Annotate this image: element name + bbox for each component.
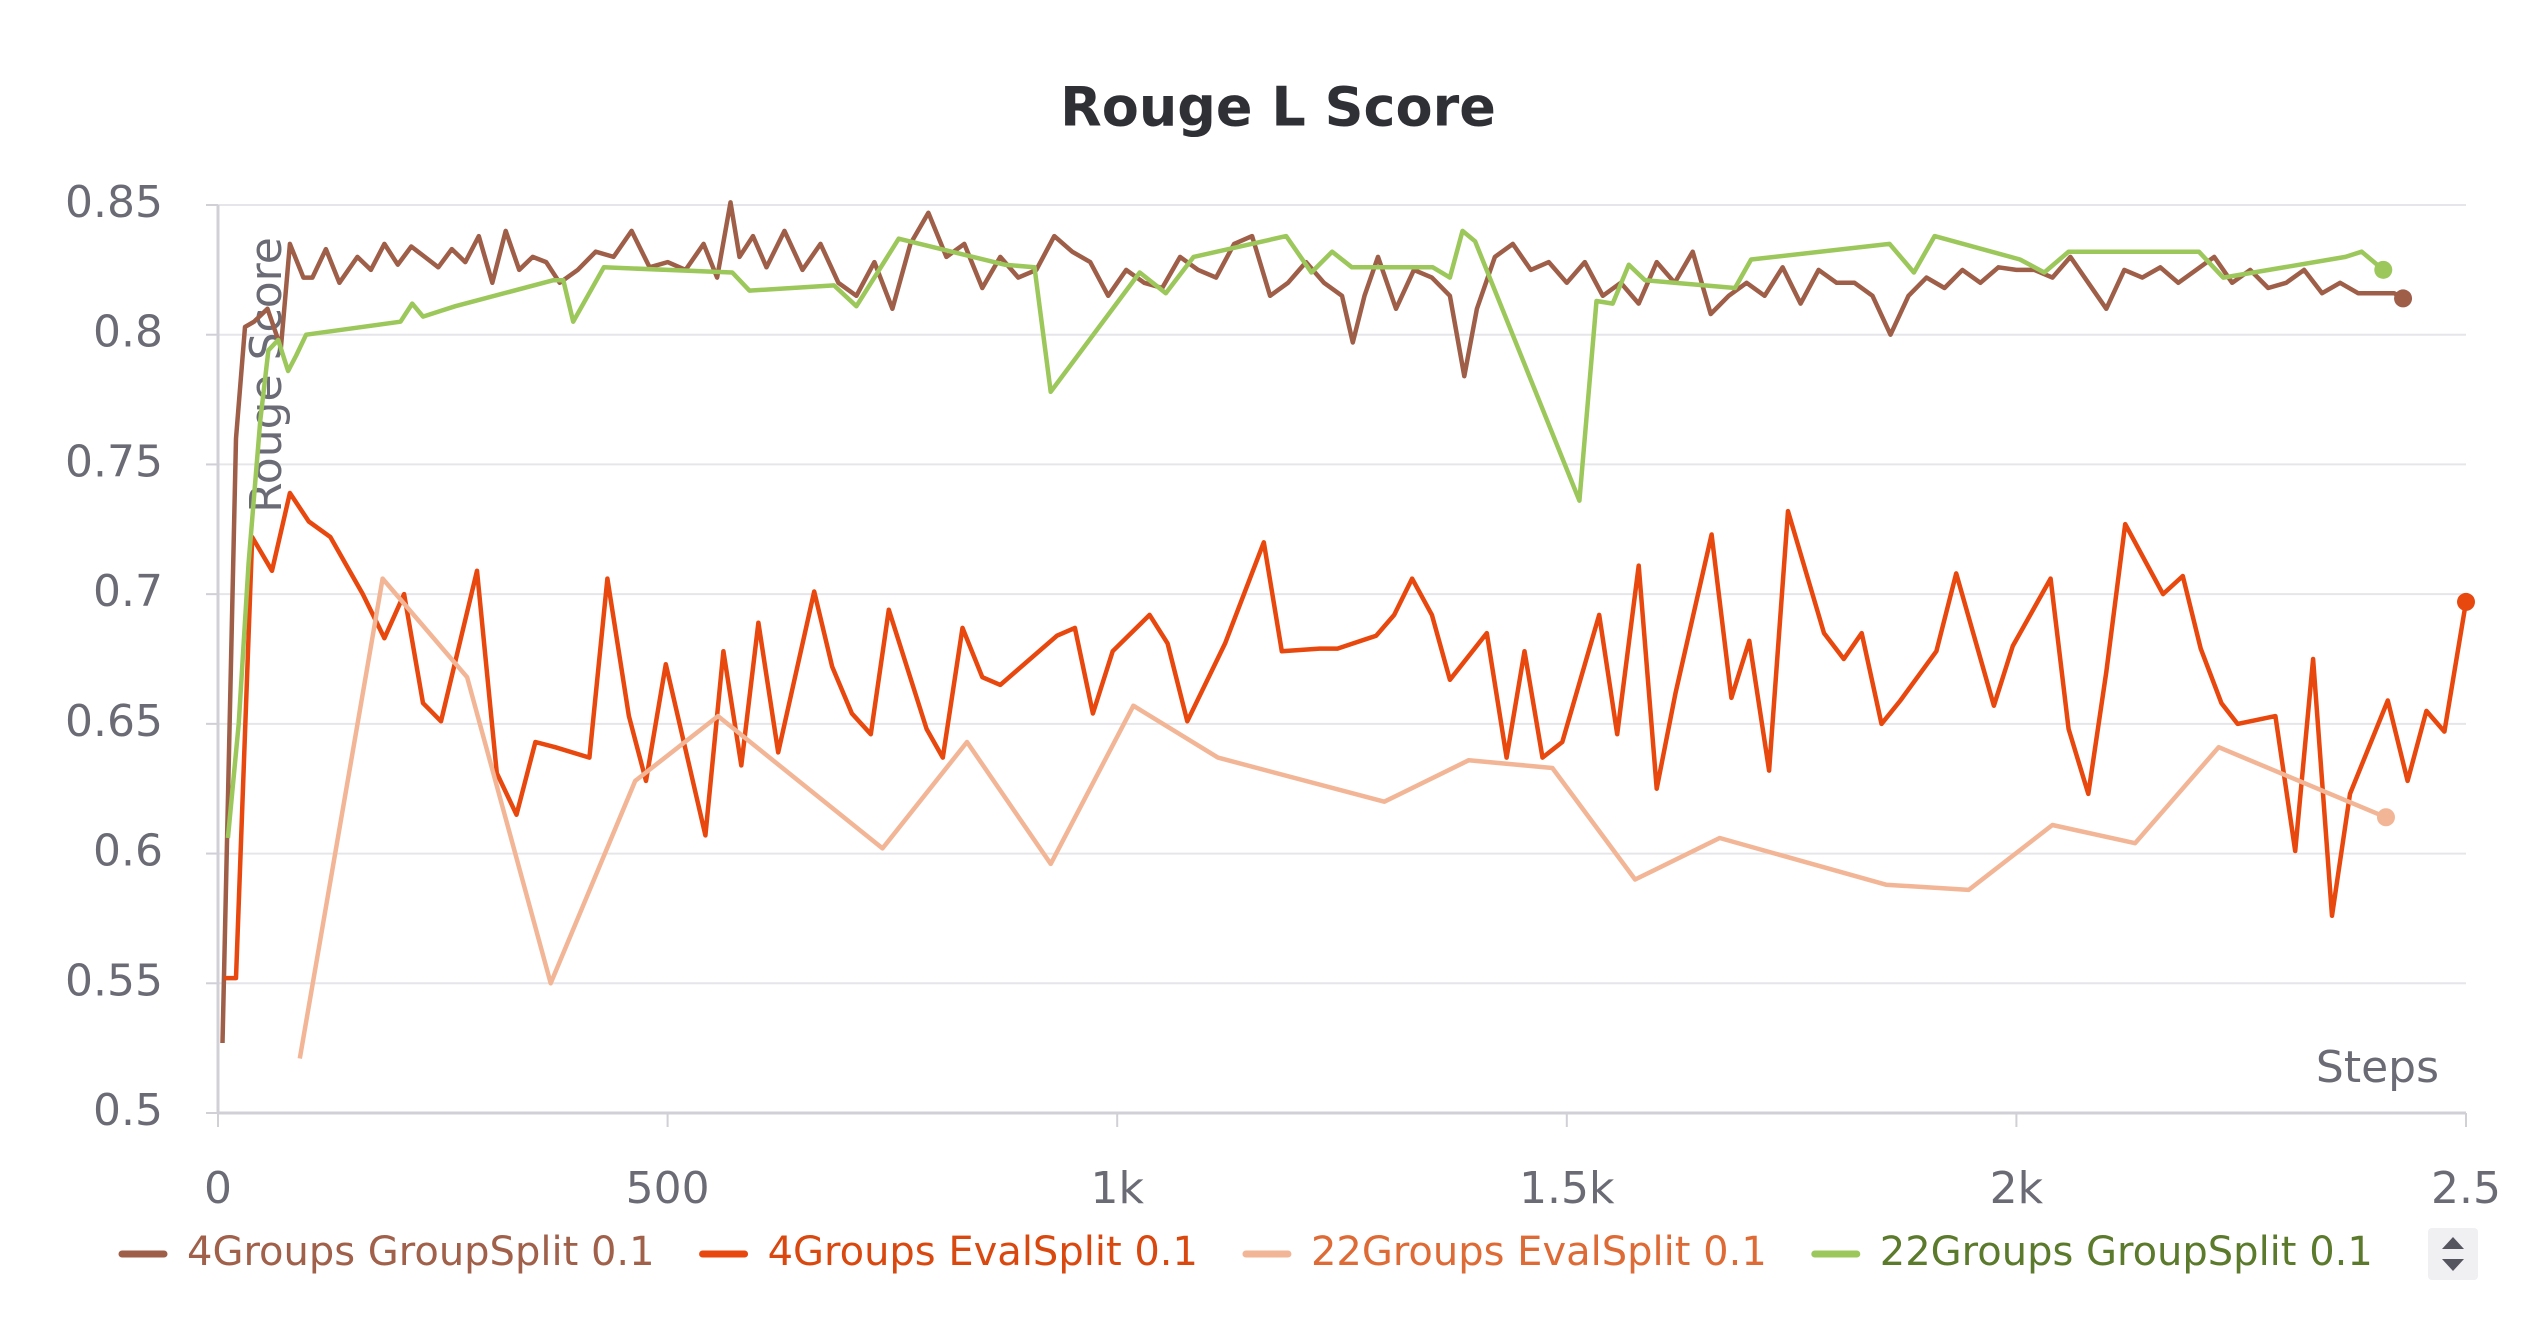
end-point (2376, 808, 2395, 827)
x-tick-label: 2.5 (2431, 1163, 2501, 1214)
legend-label: 22Groups GroupSplit 0.1 (1880, 1229, 2373, 1275)
end-point (2457, 592, 2475, 611)
legend-item: 4Groups GroupSplit 0.1 (118, 1229, 655, 1275)
x-tick-label: 0 (204, 1163, 232, 1214)
x-tick-label: 1k (1090, 1163, 1144, 1214)
y-tick-label: 0.65 (65, 696, 163, 747)
y-tick-label: 0.5 (93, 1085, 163, 1136)
legend-label: 4Groups EvalSplit 0.1 (768, 1229, 1198, 1275)
chart-title: Rouge L Score (1060, 76, 1496, 139)
scroll-box[interactable] (2428, 1228, 2478, 1280)
x-axis-label: Steps (2316, 1042, 2439, 1093)
legend-item: 22Groups GroupSplit 0.1 (1811, 1229, 2373, 1275)
x-tick-label: 500 (626, 1163, 710, 1214)
series-line (225, 228, 2385, 839)
legend-label: 4Groups GroupSplit 0.1 (187, 1229, 655, 1275)
scroll-down[interactable] (2442, 1259, 2464, 1271)
legend-scroll[interactable] (2428, 1228, 2478, 1280)
x-tick-label: 2k (1990, 1163, 2044, 1214)
end-point (2374, 260, 2393, 279)
y-tick-label: 0.8 (93, 307, 163, 358)
series-line (220, 200, 2405, 1044)
y-tick-label: 0.55 (65, 955, 163, 1006)
y-tick-label: 0.7 (93, 566, 163, 617)
series-line (224, 490, 2469, 981)
series-line (297, 576, 2387, 1059)
y-tick-label: 0.85 (65, 177, 163, 228)
y-tick-label: 0.75 (65, 436, 163, 487)
scroll-up[interactable] (2442, 1237, 2464, 1249)
legend-label: 22Groups EvalSplit 0.1 (1311, 1229, 1767, 1275)
legend-item: 22Groups EvalSplit 0.1 (1242, 1229, 1767, 1275)
legend-item: 4Groups EvalSplit 0.1 (699, 1229, 1198, 1275)
y-tick-label: 0.6 (93, 826, 163, 877)
end-point (2394, 289, 2413, 308)
x-tick-label: 1.5k (1519, 1163, 1615, 1214)
